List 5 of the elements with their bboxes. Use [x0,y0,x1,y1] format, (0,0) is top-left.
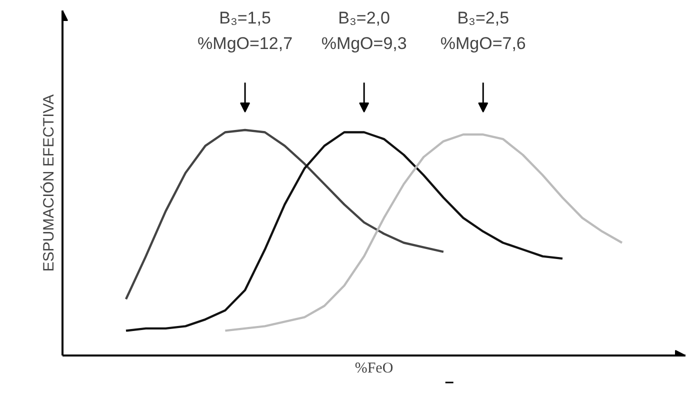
text: B₃=2,0 %MgO=9,3 [321,8,407,54]
text: B₃=1,5 %MgO=12,7 [198,8,293,54]
text: B₃=2,5 %MgO=7,6 [440,8,526,54]
y-axis-title: ESPUMACIÓN EFECTIVA [40,94,58,272]
x-axis-title: %FeO [354,360,394,376]
